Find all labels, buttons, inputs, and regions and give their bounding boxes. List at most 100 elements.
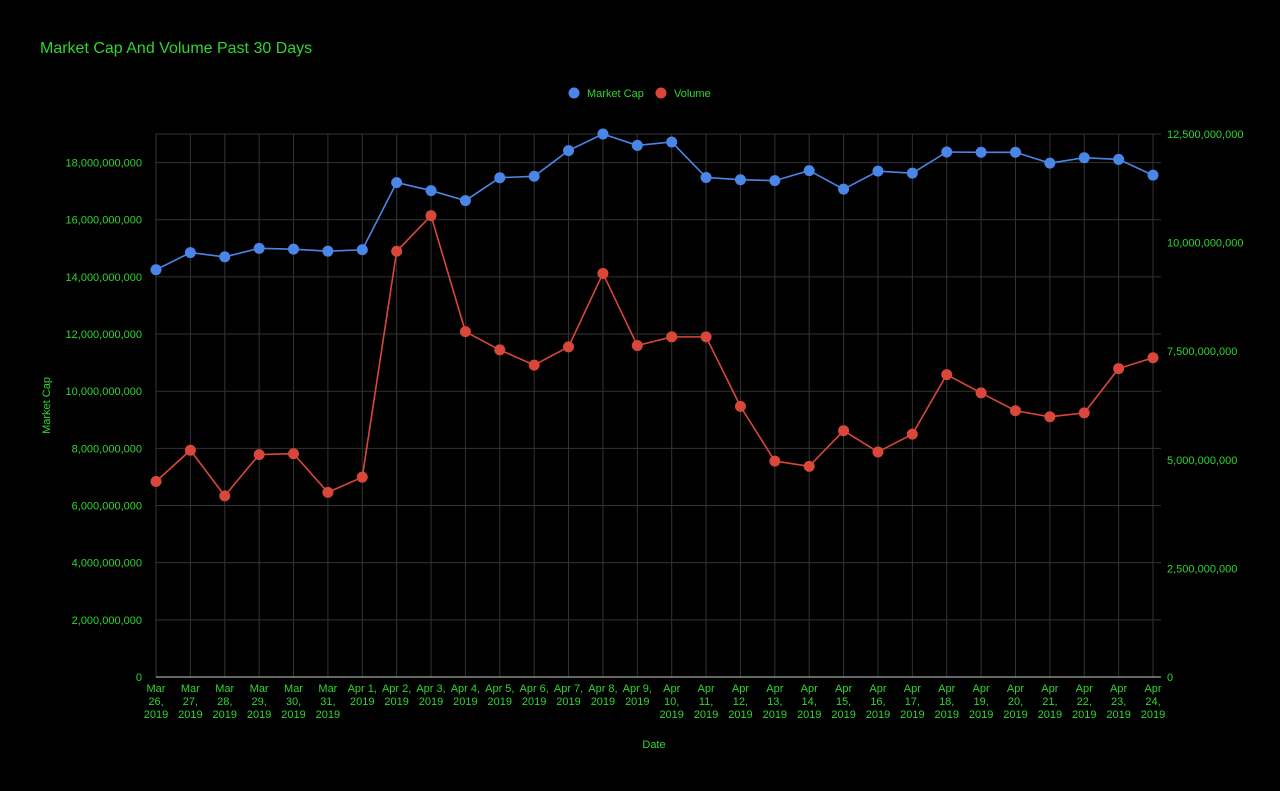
x-tick-label: 2019	[144, 709, 168, 721]
market-cap-point	[838, 183, 850, 195]
x-tick-label: 2019	[728, 709, 752, 721]
x-tick-label: 15,	[836, 696, 851, 708]
x-tick-label: 18,	[939, 696, 954, 708]
x-tick-label: 2019	[625, 696, 649, 708]
x-tick-label: 2019	[522, 696, 546, 708]
x-tick-label: Apr 6,	[519, 683, 548, 695]
y-tick-label: 0	[136, 672, 142, 684]
y2-tick-label: 10,000,000,000	[1167, 238, 1243, 250]
x-tick-label: 2019	[556, 696, 580, 708]
market-cap-point	[322, 245, 334, 257]
market-cap-point	[734, 174, 746, 186]
volume-point	[1113, 363, 1125, 375]
volume-point	[838, 425, 850, 437]
chart-title: Market Cap And Volume Past 30 Days	[40, 40, 313, 57]
x-tick-label: Apr	[869, 683, 886, 695]
x-tick-label: 2019	[1003, 709, 1027, 721]
volume-point	[1078, 407, 1090, 419]
x-tick-label: Apr	[1007, 683, 1024, 695]
volume-point	[631, 340, 643, 352]
x-tick-label: 2019	[453, 696, 477, 708]
market-cap-point	[631, 139, 643, 151]
x-tick-label: Apr	[766, 683, 783, 695]
x-tick-label: 2019	[316, 709, 340, 721]
x-tick-label: 20,	[1008, 696, 1023, 708]
volume-point	[872, 446, 884, 458]
x-tick-label: 2019	[247, 709, 271, 721]
market-cap-point	[597, 128, 609, 140]
volume-point	[356, 471, 368, 483]
x-tick-label: Mar	[250, 683, 269, 695]
x-tick-label: Mar	[215, 683, 234, 695]
x-tick-label: 2019	[1038, 709, 1062, 721]
y-tick-label: 14,000,000,000	[66, 272, 142, 284]
x-tick-label: Apr	[663, 683, 680, 695]
x-tick-label: Apr 2,	[382, 683, 411, 695]
x-tick-label: 13,	[767, 696, 782, 708]
x-tick-label: Apr	[801, 683, 818, 695]
y-tick-label: 12,000,000,000	[66, 329, 142, 341]
market-cap-point	[803, 165, 815, 177]
volume-line	[155, 214, 1154, 498]
market-cap-point	[1113, 153, 1125, 165]
y-tick-label: 4,000,000,000	[72, 558, 142, 570]
market-cap-point	[184, 247, 196, 259]
x-tick-label: 2019	[866, 709, 890, 721]
volume-point	[288, 448, 300, 460]
x-tick-label: Apr	[1110, 683, 1127, 695]
y-axis-title: Market Cap	[41, 377, 53, 434]
market-cap-point	[459, 195, 471, 207]
volume-point	[219, 490, 231, 502]
market-cap-point	[872, 165, 884, 177]
x-tick-label: 2019	[384, 696, 408, 708]
x-tick-label: 2019	[659, 709, 683, 721]
volume-point	[459, 326, 471, 338]
market-cap-line	[155, 133, 1154, 271]
x-tick-label: 2019	[900, 709, 924, 721]
market-cap-point	[356, 244, 368, 256]
x-tick-label: 19,	[973, 696, 988, 708]
x-tick-label: 2019	[797, 709, 821, 721]
y-tick-label: 2,000,000,000	[72, 615, 142, 627]
x-tick-label: 12,	[733, 696, 748, 708]
x-tick-label: 22,	[1077, 696, 1092, 708]
market-cap-point	[1044, 157, 1056, 169]
x-tick-label: 27,	[183, 696, 198, 708]
x-tick-label: 2019	[178, 709, 202, 721]
x-tick-label: 11,	[699, 696, 713, 708]
volume-point	[1147, 352, 1159, 364]
x-tick-label: 2019	[419, 696, 443, 708]
x-tick-label: 2019	[488, 696, 512, 708]
x-tick-label: Apr 9,	[623, 683, 652, 695]
volume-point	[769, 455, 781, 467]
x-tick-label: Mar	[318, 683, 337, 695]
volume-point	[184, 444, 196, 456]
y-tick-label: 6,000,000,000	[72, 501, 142, 513]
y2-tick-label: 12,500,000,000	[1167, 129, 1243, 141]
x-tick-label: 2019	[694, 709, 718, 721]
x-tick-label: Apr 3,	[416, 683, 445, 695]
market-cap-point	[219, 251, 231, 263]
x-tick-label: 2019	[969, 709, 993, 721]
market-cap-point	[391, 177, 403, 189]
x-tick-label: 2019	[1141, 709, 1165, 721]
x-tick-label: 2019	[213, 709, 237, 721]
x-tick-label: Apr	[732, 683, 749, 695]
x-tick-label: 2019	[1106, 709, 1130, 721]
x-tick-label: Mar	[147, 683, 166, 695]
x-tick-label: 10,	[664, 696, 679, 708]
x-tick-label: 26,	[148, 696, 163, 708]
market-cap-point	[494, 172, 506, 184]
volume-point	[734, 400, 746, 412]
y-tick-label: 18,000,000,000	[66, 158, 142, 170]
volume-point	[322, 486, 334, 498]
x-tick-label: 16,	[870, 696, 885, 708]
x-tick-label: Apr	[1041, 683, 1058, 695]
x-tick-label: 2019	[763, 709, 787, 721]
volume-point	[597, 267, 609, 279]
legend-marker	[655, 87, 667, 99]
market-cap-point	[253, 242, 265, 254]
x-tick-label: Apr	[698, 683, 715, 695]
x-tick-label: 17,	[905, 696, 920, 708]
x-axis-title: Date	[642, 739, 665, 751]
